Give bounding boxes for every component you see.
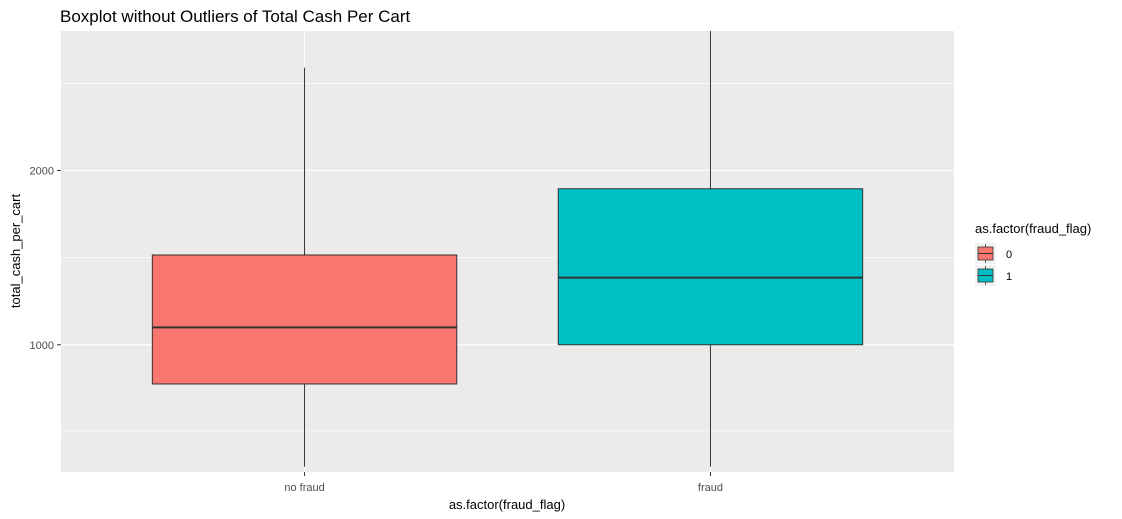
legend-title: as.factor(fraud_flag): [975, 221, 1091, 236]
legend-label-1: 1: [1006, 271, 1012, 283]
legend: as.factor(fraud_flag) 0 1: [975, 221, 1091, 286]
box-0: [151, 254, 458, 385]
chart-title: Boxplot without Outliers of Total Cash P…: [60, 7, 411, 26]
y-tick-label-1000: 1000: [30, 340, 54, 352]
box-layer: [151, 31, 864, 467]
legend-label-0: 0: [1006, 249, 1012, 261]
x-tick-label-0: no fraud: [284, 482, 324, 494]
y-tick-label-2000: 2000: [30, 165, 54, 177]
x-axis-title: as.factor(fraud_flag): [449, 497, 565, 512]
box-1: [557, 188, 864, 346]
axis-layer: 1000 2000 no fraud fraud: [30, 165, 723, 494]
y-axis-title: total_cash_per_cart: [8, 194, 23, 309]
x-tick-label-1: fraud: [698, 482, 723, 494]
